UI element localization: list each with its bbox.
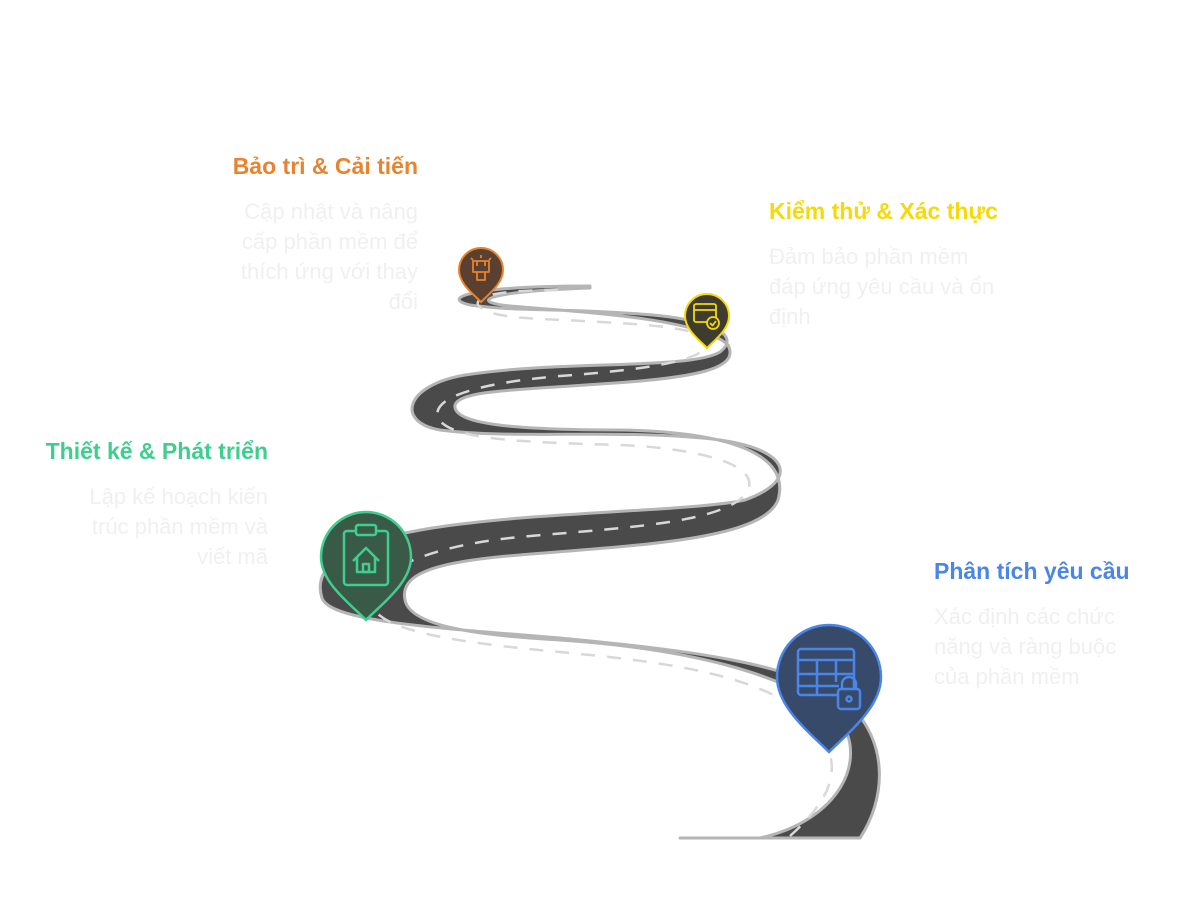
browser-check-icon [693,303,720,330]
stage-4-title: Bảo trì & Cải tiến [232,153,418,179]
table-lock-icon [796,647,862,711]
stage-3-description: Đảm bảo phần mềm đáp ứng yêu cầu và ổn đ… [769,244,995,329]
stage-1-title: Phân tích yêu cầu [934,558,1130,584]
stage-2-pin [319,510,413,622]
stage-3-title: Kiểm thử & Xác thực [769,198,998,224]
stage-1-pin [775,623,883,754]
lamp-icon [470,255,492,281]
road-lane-marking [370,288,834,837]
stage-3-pin [683,293,731,350]
stage-2-description: Lập kế hoạch kiến trúc phần mềm và viết … [89,484,268,569]
stage-1-description: Xác định các chức năng và ràng buộc của … [934,604,1117,689]
clipboard-home-icon [342,523,390,587]
stage-2-title: Thiết kế & Phát triển [45,438,268,464]
stage-4-pin [457,247,505,304]
stage-4-description: Cập nhật và nâng cấp phần mềm để thích ứ… [240,199,418,314]
